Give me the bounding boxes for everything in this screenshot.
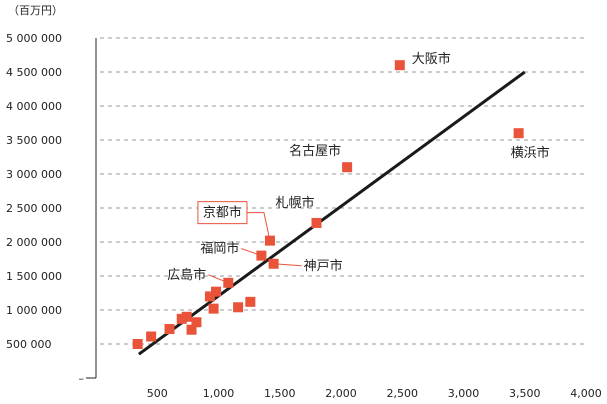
y-tick-label: 2 000 000: [6, 236, 62, 249]
data-point: [191, 317, 202, 328]
y-tick-label: 500 000: [6, 338, 52, 351]
x-tick-label: 3,000: [448, 387, 480, 400]
city-label: 名古屋市: [289, 143, 341, 159]
city-label: 大阪市: [412, 51, 451, 67]
data-point: [264, 235, 275, 246]
data-point: [186, 324, 197, 335]
y-tick-labels: 500 000 1 000 000 1 500 000 2 000 000 2 500 …: [6, 32, 62, 351]
data-point: [311, 217, 322, 228]
data-point: [342, 162, 353, 173]
data-point: [223, 277, 234, 288]
data-point: [268, 258, 279, 269]
y-tick-label: 3 500 000: [6, 134, 62, 147]
data-point: [513, 128, 524, 139]
data-point: [211, 286, 222, 297]
y-unit-label: （百万円）: [8, 4, 63, 17]
data-point: [245, 296, 256, 307]
city-label: 福岡市: [200, 241, 239, 257]
x-tick-label: 1,000: [203, 387, 235, 400]
city-label: 神戸市: [304, 258, 343, 274]
data-point: [256, 250, 267, 261]
data-point: [164, 324, 175, 335]
y-tick-label: 3 000 000: [6, 168, 62, 181]
x-tick-label: 3,500: [509, 387, 541, 400]
city-label: 札幌市: [275, 195, 314, 211]
gridlines: [100, 37, 586, 345]
data-points: [132, 60, 524, 349]
city-label: 広島市: [167, 267, 206, 283]
y-tick-label: 1 500 000: [6, 270, 62, 283]
x-tick-label: 4,000: [570, 387, 602, 400]
data-point: [181, 311, 192, 322]
y-zero-label: –: [79, 372, 85, 385]
city-label: 京都市: [203, 205, 242, 221]
x-tick-label: 2,500: [387, 387, 419, 400]
x-tick-label: 2,000: [325, 387, 357, 400]
data-point: [233, 302, 244, 313]
x-tick-label: 1,500: [264, 387, 296, 400]
trend-line: [137, 70, 526, 356]
data-point: [146, 331, 157, 342]
data-point: [394, 60, 405, 71]
y-tick-label: 4 000 000: [6, 100, 62, 113]
data-point: [204, 291, 215, 302]
x-tick-labels: 500 1,000 1,500 2,000 2,500 3,000 3,500 4,000: [147, 387, 602, 400]
data-point: [208, 303, 219, 314]
city-label: 横浜市: [511, 145, 550, 161]
x-tick-label: 500: [147, 387, 168, 400]
y-tick-label: 1 000 000: [6, 304, 62, 317]
y-tick-label: 2 500 000: [6, 202, 62, 215]
highlight-label-box: [197, 201, 248, 225]
label-leader: [246, 212, 271, 241]
y-tick-label: 4 500 000: [6, 66, 62, 79]
y-tick-label: 5 000 000: [6, 32, 62, 45]
data-point: [132, 339, 143, 349]
